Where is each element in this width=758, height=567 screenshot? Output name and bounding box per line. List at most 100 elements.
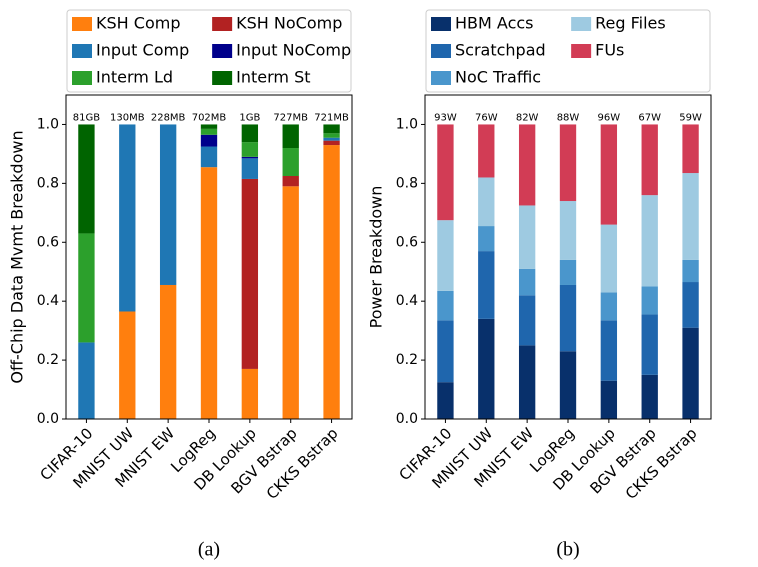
legend-swatch: [431, 44, 451, 58]
bar-segment: [600, 320, 618, 381]
bar-segment: [200, 146, 218, 168]
bar-segment: [437, 220, 454, 291]
bar-segment: [159, 284, 177, 419]
legend-swatch: [431, 71, 451, 85]
caption: (b): [556, 539, 579, 561]
legend-swatch: [571, 17, 592, 31]
y-tick-label: 0.6: [37, 234, 59, 250]
bar-segment: [641, 286, 658, 315]
bar-segment: [518, 295, 536, 346]
bar-segment: [282, 148, 299, 176]
bar-segment: [600, 380, 618, 419]
bar-segment: [119, 124, 136, 312]
y-tick-label: 0.2: [396, 352, 418, 368]
bar-segment: [518, 205, 536, 269]
bar-segment: [241, 158, 259, 179]
bar-total-label: 59W: [679, 112, 702, 123]
bar-segment: [559, 201, 577, 260]
bar-segment: [78, 233, 95, 343]
bar-segment: [200, 167, 218, 419]
legend-label: Input Comp: [96, 41, 189, 60]
legend-label: Scratchpad: [455, 41, 546, 60]
bar-segment: [437, 124, 454, 221]
plot-frame: [65, 94, 353, 420]
y-tick-label: 0.0: [37, 411, 59, 427]
bar-segment: [323, 145, 340, 419]
bar-segment: [241, 124, 259, 143]
bar-total-label: 67W: [638, 112, 661, 123]
bar-segment: [641, 195, 658, 287]
plot-frame: [424, 94, 712, 420]
bar-segment: [241, 368, 259, 419]
bar-segment: [119, 311, 136, 419]
legend-swatch: [212, 17, 233, 31]
bar-segment: [518, 268, 536, 296]
y-tick-label: 1.0: [37, 116, 59, 132]
bar-segment: [518, 345, 536, 419]
bar-segment: [518, 124, 536, 206]
bar-segment: [282, 186, 299, 419]
bar-segment: [200, 124, 218, 129]
x-tick-label: CKKS Bstrap: [622, 424, 701, 503]
y-axis-label: Off-Chip Data Mvmt Breakdown: [8, 130, 27, 383]
bar-total-label: 228MB: [151, 112, 186, 123]
legend-box: [66, 9, 352, 93]
bar-total-label: 96W: [598, 112, 621, 123]
bar-segment: [600, 124, 618, 225]
bar-segment: [559, 124, 577, 202]
bar-segment: [241, 156, 259, 159]
y-tick-label: 1.0: [396, 116, 418, 132]
bar-segment: [437, 290, 454, 321]
bar-segment: [559, 284, 577, 352]
bar-total-label: 88W: [557, 112, 580, 123]
bar-segment: [682, 259, 699, 283]
bar-segment: [78, 342, 95, 419]
bar-segment: [323, 137, 340, 141]
x-tick-label: CKKS Bstrap: [263, 424, 342, 503]
bar-segment: [241, 178, 259, 369]
bar-segment: [159, 124, 177, 285]
bar-segment: [200, 128, 218, 135]
bar-segment: [682, 124, 699, 174]
legend-label: Interm St: [236, 68, 310, 87]
bar-segment: [682, 173, 699, 260]
legend-box: [425, 9, 711, 93]
legend-swatch: [212, 44, 233, 58]
legend-swatch: [72, 17, 92, 31]
y-tick-label: 0.4: [37, 293, 59, 309]
legend-label: HBM Accs: [455, 14, 534, 33]
bar-segment: [323, 140, 340, 146]
legend-swatch: [72, 71, 92, 85]
bar-total-label: 82W: [516, 112, 539, 123]
bar-segment: [641, 374, 658, 419]
y-axis-label: Power Breakdown: [367, 186, 386, 329]
bar-segment: [200, 134, 218, 147]
bar-segment: [282, 124, 299, 149]
y-tick-label: 0.6: [396, 234, 418, 250]
bar-segment: [78, 124, 95, 234]
bar-segment: [600, 292, 618, 321]
legend-swatch: [72, 44, 92, 58]
bar-segment: [437, 382, 454, 419]
y-tick-label: 0.2: [37, 352, 59, 368]
bar-total-label: 702MB: [192, 112, 227, 123]
y-tick-label: 0.4: [396, 293, 418, 309]
y-tick-label: 0.8: [396, 175, 418, 191]
bar-total-label: 727MB: [273, 112, 308, 123]
y-tick-label: 0.8: [37, 175, 59, 191]
bar-total-label: 130MB: [110, 112, 145, 123]
legend-swatch: [571, 44, 592, 58]
bar-segment: [282, 176, 299, 187]
legend-label: NoC Traffic: [455, 68, 541, 87]
bar-segment: [682, 327, 699, 419]
bar-total-label: 1GB: [239, 112, 260, 123]
bar-total-label: 721MB: [314, 112, 349, 123]
bar-segment: [682, 282, 699, 328]
legend-swatch: [212, 71, 233, 85]
bar-segment: [323, 133, 340, 138]
bar-segment: [478, 318, 495, 419]
bar-segment: [559, 351, 577, 419]
bar-segment: [478, 177, 495, 227]
bar-segment: [559, 259, 577, 285]
